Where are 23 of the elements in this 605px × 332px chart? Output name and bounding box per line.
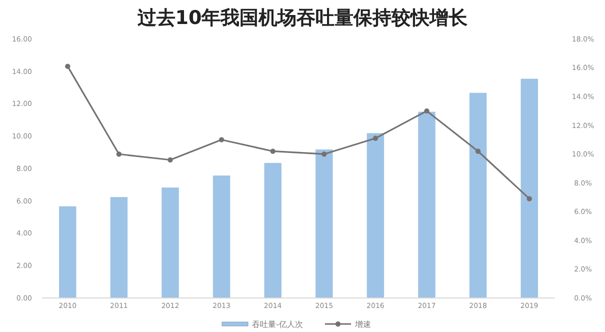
- bar: [366, 133, 384, 298]
- point: [526, 196, 532, 202]
- point: [65, 64, 70, 69]
- bar: [469, 92, 487, 298]
- bar: [418, 112, 436, 298]
- chart-title: 过去10年我国机场吞吐量保持较快增长: [136, 7, 469, 29]
- bar: [264, 162, 282, 298]
- legend-label: 吞吐量-亿人次: [252, 320, 303, 329]
- point: [116, 152, 122, 157]
- bar: [316, 149, 333, 298]
- point: [270, 148, 276, 154]
- bar: [520, 78, 538, 298]
- bar: [162, 188, 179, 298]
- legend-label: 增速: [354, 320, 371, 329]
- point: [218, 137, 224, 142]
- point: [424, 108, 430, 114]
- bar: [59, 206, 76, 298]
- point: [168, 157, 173, 162]
- point: [372, 136, 378, 141]
- point: [475, 148, 481, 154]
- bar: [212, 176, 230, 298]
- bar: [110, 197, 128, 298]
- point: [322, 152, 327, 157]
